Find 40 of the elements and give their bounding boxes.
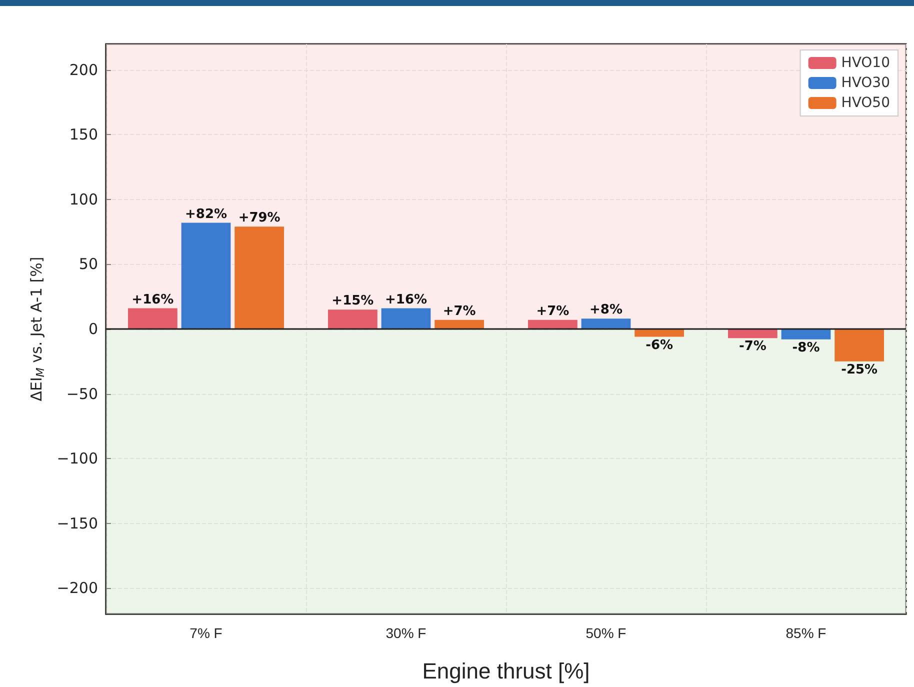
- bar: [381, 308, 431, 329]
- bar: [328, 310, 378, 329]
- y-tick-label: 0: [88, 320, 98, 338]
- bar: [234, 226, 284, 329]
- data-label: +7%: [442, 304, 476, 319]
- x-tick-label: 85% F: [786, 625, 826, 641]
- data-label: -7%: [738, 339, 766, 354]
- bar: [128, 308, 178, 329]
- x-tick-label: 7% F: [190, 625, 222, 641]
- data-label: +7%: [536, 304, 570, 319]
- data-label: +15%: [332, 294, 374, 309]
- data-label: -25%: [841, 362, 878, 378]
- y-tick-label: 200: [69, 60, 98, 79]
- bar: [781, 329, 831, 340]
- bar: [581, 318, 631, 329]
- data-label: +16%: [132, 292, 174, 308]
- data-label: +82%: [184, 206, 228, 222]
- legend-label: HVO30: [841, 75, 890, 91]
- y-tick-label: −100: [56, 450, 98, 468]
- bar: [181, 222, 231, 329]
- data-label: +79%: [238, 210, 280, 226]
- data-label: -8%: [792, 340, 820, 356]
- y-axis-title: ΔEIM vs. Jet A-1 [%]: [27, 256, 47, 402]
- y-tick-label: −150: [56, 514, 98, 532]
- legend-label: HVO10: [841, 55, 890, 71]
- data-label: +8%: [590, 302, 622, 318]
- x-tick-label: 30% F: [386, 625, 426, 641]
- y-tick-label: −50: [66, 384, 98, 403]
- bar: [834, 329, 884, 362]
- bar: [434, 320, 484, 329]
- x-tick-label: 50% F: [586, 625, 626, 641]
- y-tick-label: 150: [69, 126, 98, 144]
- legend-label: HVO50: [841, 95, 890, 111]
- bar: [528, 320, 578, 329]
- data-label: -6%: [646, 338, 674, 353]
- y-tick-label: −200: [56, 579, 98, 598]
- y-tick-label: 50: [78, 255, 98, 274]
- y-tick-label: 100: [69, 190, 98, 208]
- data-label: +16%: [384, 292, 428, 308]
- x-axis-title: Engine thrust [%]: [422, 658, 590, 684]
